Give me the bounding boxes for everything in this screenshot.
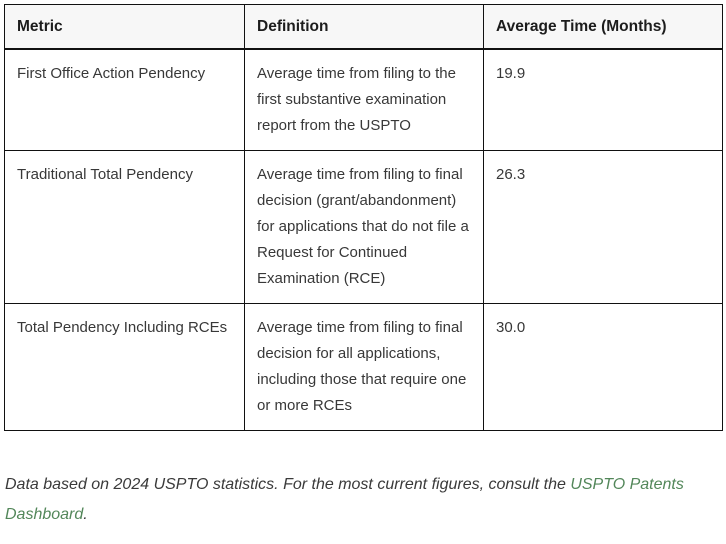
- average-time-cell: 30.0: [483, 303, 723, 431]
- definition-cell: Average time from filing to final decisi…: [244, 303, 484, 431]
- average-time-cell: 19.9: [483, 48, 723, 151]
- column-header-definition: Definition: [244, 4, 484, 50]
- table-header-row: Metric Definition Average Time (Months): [4, 4, 723, 50]
- definition-cell: Average time from filing to the first su…: [244, 48, 484, 151]
- footnote-text: Data based on 2024 USPTO statistics. For…: [5, 476, 571, 493]
- column-header-average-time: Average Time (Months): [483, 4, 723, 50]
- footnote-period: .: [83, 506, 88, 523]
- table-row: Traditional Total Pendency Average time …: [4, 150, 723, 304]
- metric-cell: Total Pendency Including RCEs: [4, 303, 245, 431]
- table-row: First Office Action Pendency Average tim…: [4, 48, 723, 151]
- column-header-metric: Metric: [4, 4, 245, 50]
- uspto-patents-dashboard-link[interactable]: USPTO Patents Dashboard: [5, 476, 684, 523]
- metric-cell: Traditional Total Pendency: [4, 150, 245, 304]
- table-row: Total Pendency Including RCEs Average ti…: [4, 303, 723, 431]
- pendency-metrics-table: Metric Definition Average Time (Months) …: [4, 4, 723, 431]
- metric-cell: First Office Action Pendency: [4, 48, 245, 151]
- average-time-cell: 26.3: [483, 150, 723, 304]
- definition-cell: Average time from filing to final decisi…: [244, 150, 484, 304]
- footnote: Data based on 2024 USPTO statistics. For…: [5, 470, 722, 530]
